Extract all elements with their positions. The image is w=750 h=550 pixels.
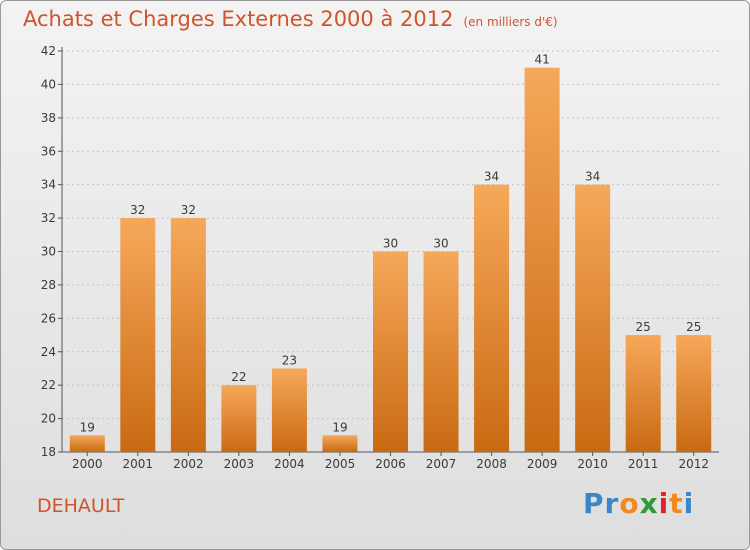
y-tick-label: 32 [41,211,56,225]
bar [373,251,408,452]
x-tick-label: 2001 [123,457,154,471]
logo-letter: o [619,487,640,520]
logo-letter: r [604,487,620,520]
y-tick-label: 22 [41,378,56,392]
y-tick-label: 38 [41,111,56,125]
x-tick-label: 2010 [577,457,608,471]
logo-letter: i [683,487,695,520]
commune-name: DEHAULT [37,495,125,517]
y-tick-label: 36 [41,144,56,158]
proxiti-logo: Proxiti [583,487,694,520]
bar [170,218,206,452]
bar-value-label: 32 [130,203,145,217]
bar [524,67,560,452]
title-text: Achats et Charges Externes 2000 à 2012 [23,7,454,31]
bar [676,335,712,452]
bar [575,184,611,452]
y-tick-label: 18 [41,445,56,459]
bar [322,435,358,452]
y-tick-label: 42 [41,44,56,58]
x-tick-label: 2000 [72,457,103,471]
bar [69,435,105,452]
y-tick-label: 34 [41,178,56,192]
bar-value-label: 25 [686,320,701,334]
y-tick-label: 28 [41,278,56,292]
bar [423,251,459,452]
x-tick-label: 2002 [173,457,204,471]
y-tick-label: 30 [41,245,56,259]
y-tick-label: 24 [41,345,56,359]
x-tick-label: 2006 [375,457,406,471]
x-tick-label: 2005 [325,457,356,471]
bar-value-label: 19 [332,420,347,434]
bar-value-label: 30 [383,237,398,251]
bar-value-label: 25 [636,320,651,334]
logo-letter: x [639,487,659,520]
y-tick-label: 20 [41,412,56,426]
y-tick-label: 26 [41,311,56,325]
bar [271,368,307,452]
chart-title: Achats et Charges Externes 2000 à 2012 (e… [23,7,558,31]
unit-label: (en milliers d'€) [463,15,558,29]
bar-value-label: 30 [433,237,448,251]
logo-letter: P [583,487,605,520]
x-tick-label: 2011 [628,457,659,471]
bar-value-label: 34 [585,170,600,184]
bar-value-label: 34 [484,170,499,184]
bar-value-label: 23 [282,353,297,367]
bar [221,385,257,452]
x-tick-label: 2003 [224,457,255,471]
logo-letter: t [669,487,684,520]
x-tick-label: 2008 [476,457,507,471]
x-tick-label: 2004 [274,457,305,471]
x-tick-label: 2007 [426,457,457,471]
bar-value-label: 22 [231,370,246,384]
y-tick-label: 40 [41,77,56,91]
bar [120,218,156,452]
x-tick-label: 2012 [678,457,709,471]
bar [625,335,661,452]
bar-value-label: 41 [534,53,549,67]
logo-letter: i [658,487,670,520]
bar-value-label: 19 [80,420,95,434]
bar [474,184,510,452]
x-tick-label: 2009 [527,457,558,471]
bar-value-label: 32 [181,203,196,217]
